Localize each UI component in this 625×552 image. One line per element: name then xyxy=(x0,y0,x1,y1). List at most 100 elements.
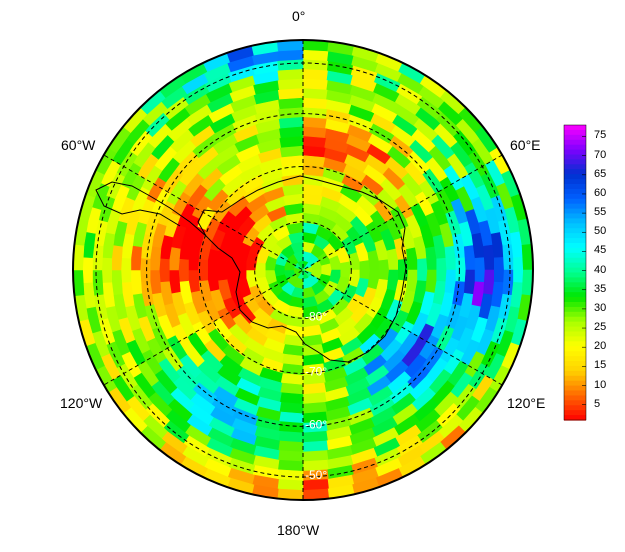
grid-cell xyxy=(493,257,505,283)
grid-cell xyxy=(235,260,247,280)
grid-cell xyxy=(521,243,533,271)
colorbar-swatch xyxy=(564,311,586,318)
grid-cell xyxy=(82,256,93,284)
coastline xyxy=(197,175,407,363)
colorbar-swatch xyxy=(564,316,586,323)
grid-cell xyxy=(276,40,304,52)
colorbar-tick-label: 65 xyxy=(594,167,607,180)
grid-cell xyxy=(178,258,189,282)
grid-cell xyxy=(120,257,132,283)
colorbar-swatch xyxy=(564,321,586,328)
colorbar-swatch xyxy=(564,164,586,170)
colorbar-swatch xyxy=(564,267,586,274)
grid-cell xyxy=(73,269,85,297)
colorbar-swatch xyxy=(564,252,586,259)
colorbar-swatch xyxy=(564,395,586,401)
colorbar-swatch xyxy=(564,365,586,372)
colorbar-swatch xyxy=(564,282,586,288)
colorbar-swatch xyxy=(564,326,586,333)
colorbar-swatch xyxy=(564,213,586,220)
colorbar-swatch xyxy=(564,400,586,406)
colorbar-swatch xyxy=(564,218,586,224)
graticule xyxy=(95,40,511,500)
grid-cell xyxy=(378,259,390,281)
grid-cell xyxy=(417,258,428,282)
colorbar-swatch xyxy=(564,203,586,210)
colorbar-swatch xyxy=(564,405,586,411)
colorbar-swatch xyxy=(564,415,586,421)
grid-cell xyxy=(255,261,266,279)
lon-label-0: 0° xyxy=(292,8,306,24)
colorbar-swatch xyxy=(564,287,586,293)
colorbar-swatch xyxy=(564,346,586,352)
colorbar-tick-label: 5 xyxy=(594,397,601,410)
latitude-labels: -80° -70° -60° -50° xyxy=(305,309,327,482)
colorbar-swatch xyxy=(564,336,586,342)
colorbar-swatch xyxy=(564,302,586,308)
colorbar-tick-label: 55 xyxy=(594,206,607,219)
latitude-label: -50° xyxy=(305,468,327,482)
colorbar-tick-label: 15 xyxy=(594,359,607,372)
colorbar-swatch xyxy=(564,375,586,382)
colorbar-swatch xyxy=(564,134,586,141)
colorbar-swatch xyxy=(564,198,586,205)
colorbar xyxy=(563,124,587,421)
grid-cell xyxy=(340,261,351,279)
colorbar-tick-label: 20 xyxy=(594,340,607,353)
colorbar-swatch xyxy=(564,277,586,283)
grid-cell xyxy=(302,488,330,500)
colorbar-swatch xyxy=(564,390,586,397)
colorbar-swatch xyxy=(564,188,586,195)
colorbar-swatch xyxy=(564,341,586,347)
grid-cell xyxy=(158,257,170,283)
colorbar-swatch xyxy=(564,361,586,367)
colorbar-swatch xyxy=(564,238,586,244)
colorbar-swatch xyxy=(564,174,586,180)
grid-cell xyxy=(474,257,486,283)
grid-cell xyxy=(513,256,524,284)
colorbar-swatch xyxy=(564,125,586,131)
colorbar-swatch xyxy=(564,380,586,387)
lon-label-180w: 180°W xyxy=(277,522,320,538)
colorbar-tick-label: 70 xyxy=(594,148,607,161)
colorbar-swatch xyxy=(564,223,586,229)
colorbar-swatch xyxy=(564,262,586,269)
grid-cell xyxy=(101,257,113,283)
colorbar-swatch xyxy=(564,356,586,362)
colorbar-swatch xyxy=(564,208,586,215)
colorbar-tick-label: 30 xyxy=(594,301,607,314)
grid-cell xyxy=(455,257,467,283)
colorbar-tick-label: 35 xyxy=(594,282,607,295)
latitude-circle xyxy=(199,166,407,374)
lon-label-60w: 60°W xyxy=(61,137,96,153)
colorbar-tick-label: 75 xyxy=(594,129,607,142)
colorbar-frame xyxy=(563,124,587,421)
colorbar-swatch xyxy=(564,331,586,338)
colorbar-swatch xyxy=(564,228,586,234)
colorbar-swatch xyxy=(564,129,586,136)
colorbar-swatch xyxy=(564,292,586,298)
colorbar-swatch xyxy=(564,144,586,151)
map-border xyxy=(72,39,534,501)
colorbar-swatch xyxy=(564,193,586,200)
data-grid xyxy=(73,40,533,500)
lon-label-120w: 120°W xyxy=(60,395,103,411)
grid-cell xyxy=(436,257,448,283)
colorbar-swatch xyxy=(564,351,586,357)
colorbar-swatch xyxy=(564,410,586,416)
latitude-label: -70° xyxy=(305,365,327,379)
lon-label-120e: 120°E xyxy=(507,395,546,411)
colorbar-tick-label: 25 xyxy=(594,321,607,334)
colorbar-swatch xyxy=(564,233,586,239)
colorbar-tick-label: 60 xyxy=(594,186,607,199)
latitude-label: -60° xyxy=(305,417,327,431)
grid-cell xyxy=(139,257,151,283)
latitude-circle xyxy=(254,221,352,319)
colorbar-swatch xyxy=(564,159,586,165)
colorbar-swatch xyxy=(564,184,586,190)
colorbar-swatch xyxy=(564,306,586,313)
antarctica-coastline xyxy=(95,175,407,363)
colorbar-swatch xyxy=(564,243,586,249)
colorbar-swatch xyxy=(564,257,586,264)
